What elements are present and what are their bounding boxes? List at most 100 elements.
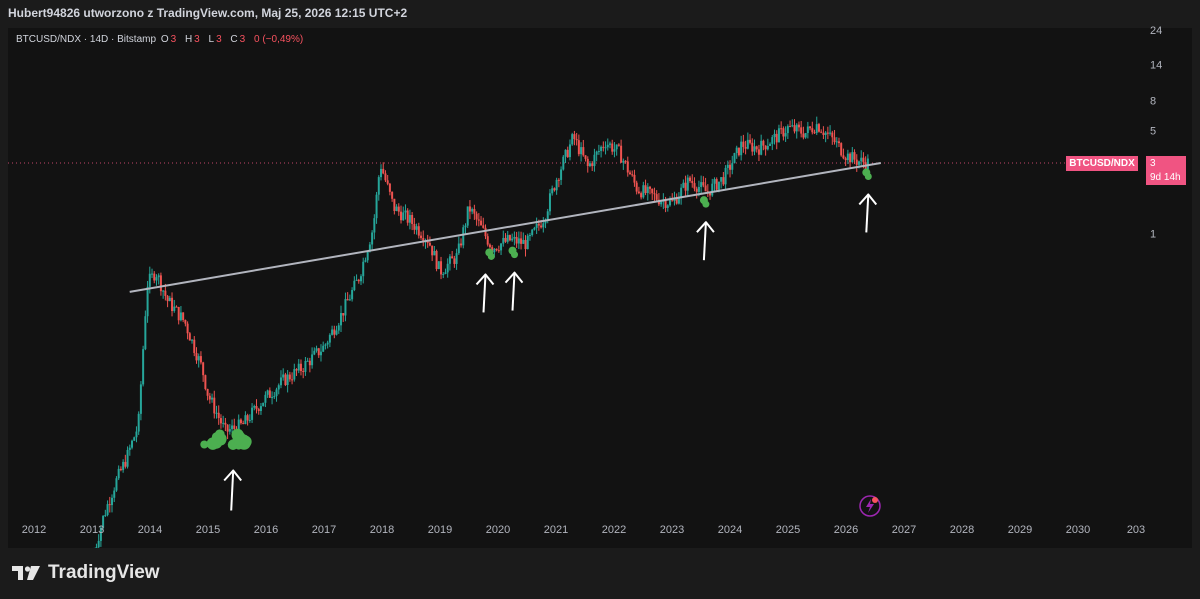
candle-up <box>562 156 565 170</box>
candle-down <box>153 273 156 281</box>
candle-up <box>142 349 145 385</box>
candle-down <box>468 206 471 212</box>
candle-down <box>582 147 585 156</box>
candle-up <box>168 297 171 302</box>
candle-up <box>593 154 596 167</box>
candle-down <box>224 422 227 425</box>
candle-up <box>622 160 625 163</box>
candle-down <box>691 181 694 184</box>
up-arrow-head <box>858 193 878 206</box>
candle-up <box>588 163 591 166</box>
candle-up <box>717 181 720 190</box>
candle-down <box>797 124 800 128</box>
up-arrow-shaft <box>865 194 870 233</box>
candle-down <box>702 182 705 186</box>
up-arrow <box>504 271 524 311</box>
candle-up <box>237 419 240 434</box>
candle-up <box>851 152 854 163</box>
candle-down <box>537 223 540 226</box>
candle-down <box>820 131 823 133</box>
up-arrow-shaft <box>230 470 235 511</box>
candle-up <box>615 144 618 150</box>
candle-up <box>151 273 154 275</box>
x-tick-label: 2030 <box>1066 524 1090 536</box>
candle-up <box>806 126 809 134</box>
candle-down <box>729 164 732 170</box>
candle-up <box>319 351 322 356</box>
candle-down <box>611 143 614 152</box>
candle-down <box>124 461 127 467</box>
candle-down <box>164 290 167 296</box>
candle-down <box>508 235 511 241</box>
candle-down <box>451 256 454 259</box>
candle-up <box>791 125 794 127</box>
candle-up <box>733 153 736 164</box>
brand-name: TradingView <box>48 562 160 583</box>
candle-up <box>720 177 723 182</box>
candle-up <box>273 396 276 398</box>
tradingview-logo-icon <box>12 566 40 580</box>
replay-lightning-icon[interactable] <box>858 494 882 518</box>
legend-close-label: C <box>230 34 238 45</box>
candle-up <box>248 419 251 421</box>
y-tick-label: 5 <box>1150 125 1156 137</box>
candle-down <box>671 200 674 202</box>
candle-down <box>557 179 560 181</box>
candle-up <box>368 244 371 252</box>
x-tick-label: 2013 <box>80 524 104 536</box>
candle-up <box>784 133 787 137</box>
candle-up <box>148 273 151 287</box>
candle-up <box>466 206 469 226</box>
candle-up <box>244 415 247 425</box>
candle-up <box>773 133 776 138</box>
candle-down <box>715 179 718 190</box>
x-tick-label: 2014 <box>138 524 162 536</box>
candle-up <box>669 200 672 206</box>
candle-down <box>213 397 216 414</box>
candle-down <box>288 374 291 380</box>
brand-logo[interactable]: TradingView <box>12 562 160 584</box>
highlight-marker <box>200 440 209 449</box>
candle-up <box>297 363 300 371</box>
candle-up <box>322 345 325 352</box>
candle-up <box>700 182 703 187</box>
candle-up <box>353 280 356 291</box>
candle-up <box>513 236 516 239</box>
candle-up <box>351 290 354 300</box>
candle-up <box>99 527 102 541</box>
candle-up <box>97 540 100 548</box>
candle-up <box>777 128 780 143</box>
candle-down <box>382 168 385 174</box>
candle-up <box>211 397 214 400</box>
chart-frame[interactable] <box>8 28 1192 548</box>
legend-symbol: BTCUSD/NDX · 14D · Bitstamp <box>16 34 157 45</box>
trendline[interactable] <box>129 162 881 293</box>
candle-up <box>197 356 200 361</box>
candle-up <box>682 182 685 188</box>
candle-up <box>735 147 738 154</box>
candle-down <box>204 375 207 389</box>
candle-down <box>317 348 320 356</box>
candle-up <box>666 205 669 208</box>
candle-down <box>628 172 631 175</box>
candle-up <box>306 360 309 362</box>
candle-down <box>775 133 778 143</box>
candle-down <box>195 352 198 361</box>
candle-down <box>617 144 620 146</box>
candle-up <box>533 227 536 230</box>
candle-up <box>500 243 503 251</box>
candle-down <box>291 379 294 381</box>
legend-low-value: 3 <box>216 34 222 45</box>
candle-down <box>239 419 242 424</box>
candle-down <box>184 319 187 324</box>
candle-down <box>684 182 687 191</box>
x-tick-label: 2027 <box>892 524 916 536</box>
up-arrow-shaft <box>702 222 707 261</box>
candle-down <box>495 248 498 251</box>
legend-open-value: 3 <box>170 34 177 45</box>
candle-down <box>842 155 845 159</box>
candle-up <box>191 339 194 341</box>
x-tick-label: 2026 <box>834 524 858 536</box>
candle-up <box>846 153 849 161</box>
